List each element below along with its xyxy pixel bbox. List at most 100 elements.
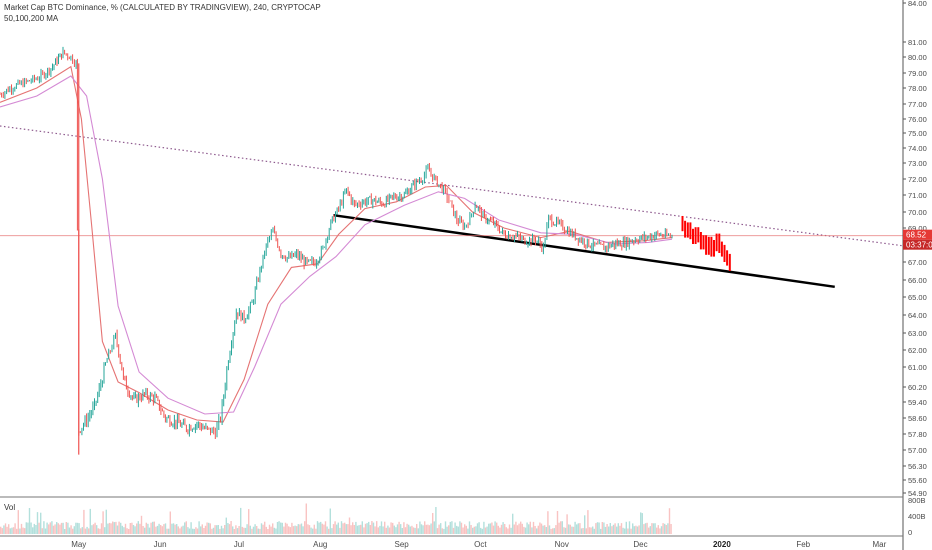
volume-bar: [505, 527, 507, 534]
volume-bar: [204, 525, 207, 534]
volume-bar: [484, 527, 487, 534]
volume-bar: [171, 523, 173, 534]
volume-bar: [256, 526, 258, 534]
y-tick-label: 74.00: [908, 144, 927, 153]
volume-bar: [312, 528, 314, 534]
volume-bar: [100, 523, 103, 534]
volume-bar: [611, 526, 613, 534]
volume-bar: [587, 510, 589, 534]
projection-bar: [718, 233, 721, 253]
volume-bar: [430, 523, 432, 534]
volume-bar: [323, 524, 325, 534]
volume-bar: [76, 522, 79, 534]
volume-bar: [310, 527, 312, 534]
volume-bar: [416, 524, 418, 534]
volume-bar: [548, 525, 551, 534]
volume-bar: [164, 523, 167, 534]
volume-bar: [212, 527, 215, 534]
volume-bar: [435, 507, 437, 534]
volume-bar: [4, 523, 7, 534]
volume-bar: [200, 526, 202, 534]
volume-bar: [462, 527, 464, 534]
volume-bar: [33, 523, 35, 534]
volume-bar: [126, 528, 128, 534]
volume-bar: [185, 521, 187, 534]
volume-bar: [75, 522, 77, 534]
volume-bar: [443, 528, 445, 534]
volume-bar: [377, 527, 379, 534]
y-tick-label: 70.00: [908, 208, 927, 217]
volume-bar: [585, 528, 587, 534]
volume-bar: [609, 523, 611, 534]
volume-bar: [92, 524, 95, 534]
volume-bar: [592, 526, 594, 534]
volume-bar: [320, 521, 322, 534]
volume-bar: [105, 509, 107, 534]
volume-bar: [608, 526, 610, 534]
volume-bar: [102, 511, 104, 534]
volume-bar: [529, 521, 531, 534]
volume-bar: [299, 524, 301, 534]
volume-bar: [28, 508, 31, 534]
volume-bar: [542, 525, 544, 534]
volume-tick-label: 800B: [908, 496, 926, 505]
volume-bar: [80, 528, 82, 534]
volume-bar: [267, 529, 269, 534]
volume-bar: [121, 525, 123, 534]
volume-bar: [552, 528, 554, 534]
volume-bar: [419, 521, 421, 534]
volume-bar: [275, 528, 277, 534]
volume-bar: [601, 522, 603, 534]
volume-bar: [619, 525, 621, 534]
volume-bar: [336, 524, 338, 534]
volume-bar: [547, 511, 549, 534]
volume-bar: [400, 524, 402, 534]
volume-bar: [60, 522, 63, 534]
x-tick-label: May: [71, 540, 86, 549]
volume-bar: [515, 521, 517, 534]
volume-bar: [113, 522, 115, 534]
volume-bar: [606, 524, 608, 534]
volume-bar: [523, 526, 525, 534]
volume-bar: [64, 529, 66, 534]
volume-bar: [385, 527, 387, 534]
volume-bar: [174, 524, 176, 534]
volume-bar: [192, 528, 194, 534]
volume-bar: [593, 528, 595, 534]
volume-bar: [572, 526, 575, 534]
volume-bar: [137, 521, 139, 534]
volume-bar: [278, 521, 280, 534]
volume-bar: [244, 527, 247, 534]
volume-bar: [51, 521, 53, 534]
volume-bar: [536, 528, 538, 534]
volume-bar: [459, 521, 461, 534]
volume-bar: [140, 515, 143, 534]
x-tick-label: 2020: [713, 540, 731, 549]
volume-bar: [187, 527, 189, 534]
volume-bar: [508, 524, 511, 534]
volume-bar: [440, 523, 442, 534]
volume-bar: [144, 527, 146, 534]
volume-bar: [91, 525, 93, 534]
volume-bar: [516, 525, 519, 534]
volume-bar: [177, 526, 179, 534]
volume-bar: [670, 524, 672, 534]
volume-bar: [568, 524, 570, 534]
volume-bar: [483, 521, 485, 534]
volume-bar: [401, 528, 403, 534]
volume-bar: [446, 526, 448, 534]
projection-bar: [726, 250, 729, 266]
volume-bar: [659, 528, 661, 534]
volume-bar: [630, 528, 632, 534]
volume-bar: [217, 525, 219, 534]
volume-bar: [665, 525, 667, 534]
volume-bar: [590, 527, 592, 534]
x-tick-label: Dec: [633, 540, 647, 549]
volume-bar: [292, 526, 295, 534]
volume-bar: [286, 523, 288, 534]
volume-bar: [128, 529, 130, 534]
volume-bar: [352, 522, 354, 534]
volume-bar: [228, 524, 231, 534]
